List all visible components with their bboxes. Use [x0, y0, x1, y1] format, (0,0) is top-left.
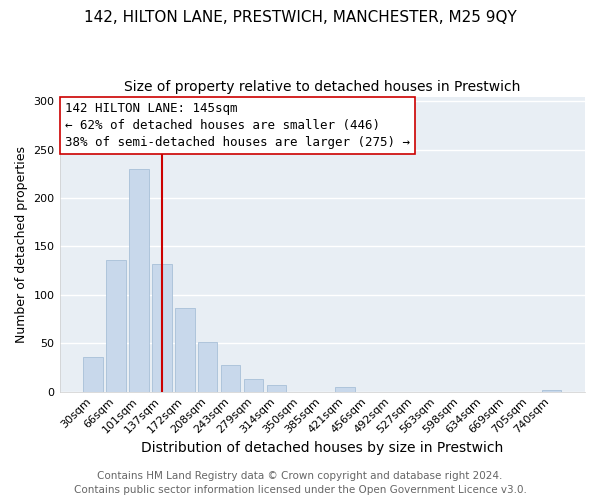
Text: 142 HILTON LANE: 145sqm
← 62% of detached houses are smaller (446)
38% of semi-d: 142 HILTON LANE: 145sqm ← 62% of detache… [65, 102, 410, 150]
Bar [175, 308, 194, 392]
Bar [83, 357, 103, 392]
Bar [267, 385, 286, 392]
Title: Size of property relative to detached houses in Prestwich: Size of property relative to detached ho… [124, 80, 520, 94]
Bar [542, 390, 561, 392]
Bar [198, 342, 217, 392]
Bar [129, 169, 149, 392]
Bar [106, 260, 126, 392]
Bar [221, 366, 241, 392]
Bar [244, 379, 263, 392]
Bar [152, 264, 172, 392]
Text: Contains HM Land Registry data © Crown copyright and database right 2024.
Contai: Contains HM Land Registry data © Crown c… [74, 471, 526, 495]
X-axis label: Distribution of detached houses by size in Prestwich: Distribution of detached houses by size … [141, 441, 503, 455]
Bar [335, 387, 355, 392]
Text: 142, HILTON LANE, PRESTWICH, MANCHESTER, M25 9QY: 142, HILTON LANE, PRESTWICH, MANCHESTER,… [83, 10, 517, 25]
Y-axis label: Number of detached properties: Number of detached properties [15, 146, 28, 342]
